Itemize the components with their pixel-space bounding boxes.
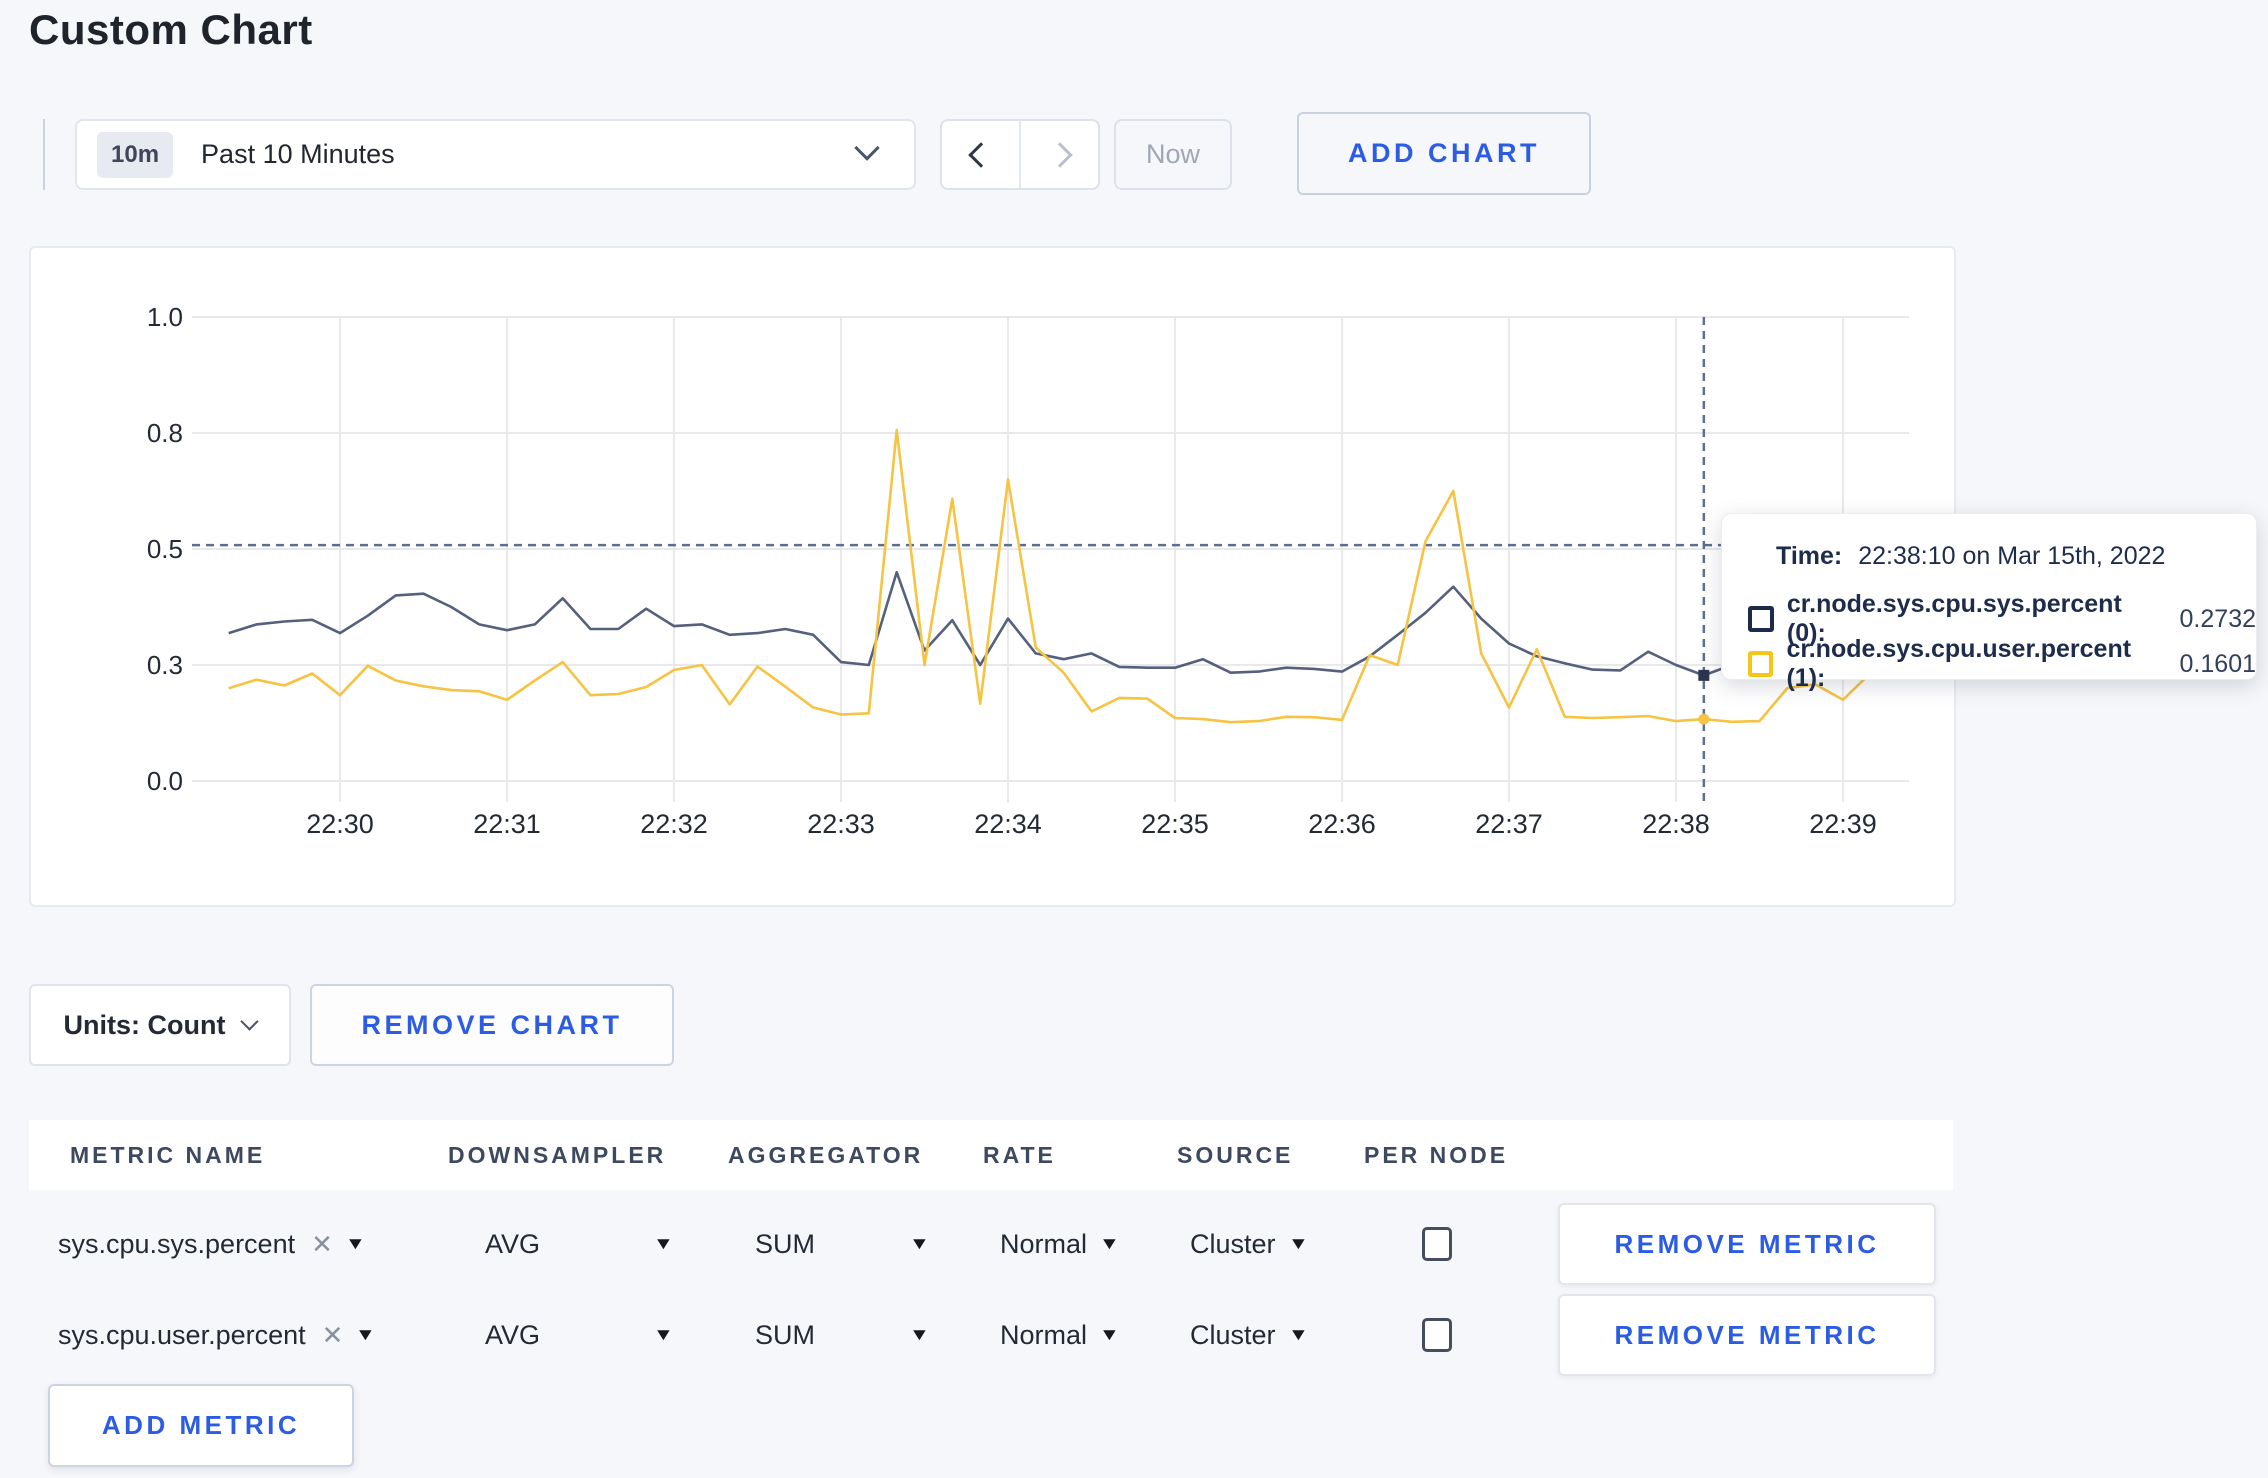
svg-text:22:39: 22:39 bbox=[1809, 809, 1877, 839]
source-value: Cluster bbox=[1190, 1228, 1276, 1259]
aggregator-select[interactable]: SUM ▼ bbox=[755, 1294, 930, 1376]
metric-name-value: sys.cpu.user.percent bbox=[58, 1319, 306, 1350]
rate-select[interactable]: Normal ▼ bbox=[1000, 1294, 1120, 1376]
remove-metric-button[interactable]: REMOVE METRIC bbox=[1558, 1294, 1936, 1376]
add-chart-button[interactable]: ADD CHART bbox=[1297, 112, 1591, 195]
toolbar-left-divider bbox=[43, 119, 45, 190]
dropdown-caret-icon: ▼ bbox=[652, 1234, 674, 1253]
svg-text:22:36: 22:36 bbox=[1308, 809, 1376, 839]
clear-metric-icon[interactable]: ✕ bbox=[321, 1319, 344, 1350]
sys-series-swatch-icon bbox=[1748, 606, 1774, 632]
remove-metric-button[interactable]: REMOVE METRIC bbox=[1558, 1203, 1936, 1285]
units-label: Units: Count bbox=[63, 1009, 226, 1040]
downsampler-value: AVG bbox=[485, 1319, 541, 1350]
time-nav-group bbox=[940, 119, 1100, 190]
rate-value: Normal bbox=[1000, 1319, 1088, 1350]
svg-text:22:37: 22:37 bbox=[1475, 809, 1543, 839]
svg-text:22:38: 22:38 bbox=[1642, 809, 1710, 839]
aggregator-value: SUM bbox=[755, 1319, 815, 1350]
svg-text:22:34: 22:34 bbox=[974, 809, 1042, 839]
chevron-down-icon bbox=[240, 1011, 260, 1031]
dropdown-caret-icon: ▼ bbox=[1287, 1234, 1309, 1253]
time-back-button[interactable] bbox=[942, 121, 1021, 188]
column-header-source: SOURCE bbox=[1177, 1141, 1294, 1168]
metrics-table-header: METRIC NAME DOWNSAMPLER AGGREGATOR RATE … bbox=[29, 1120, 1953, 1190]
source-select[interactable]: Cluster ▼ bbox=[1190, 1294, 1309, 1376]
tooltip-series-value: 0.1601 bbox=[2179, 649, 2256, 678]
dropdown-caret-icon: ▼ bbox=[355, 1325, 377, 1344]
rate-value: Normal bbox=[1000, 1228, 1088, 1259]
column-header-metric-name: METRIC NAME bbox=[70, 1141, 266, 1168]
svg-text:0.8: 0.8 bbox=[147, 418, 183, 448]
metric-name-select[interactable]: sys.cpu.user.percent ✕ ▼ bbox=[58, 1294, 377, 1376]
dropdown-caret-icon: ▼ bbox=[1098, 1234, 1120, 1253]
time-range-label: Past 10 Minutes bbox=[201, 139, 395, 169]
tooltip-series-row: cr.node.sys.cpu.user.percent (1): 0.1601 bbox=[1748, 635, 2256, 693]
tooltip-series-value: 0.2732 bbox=[2179, 604, 2256, 633]
svg-text:0.0: 0.0 bbox=[147, 766, 183, 796]
svg-text:22:33: 22:33 bbox=[807, 809, 875, 839]
tooltip-series-label: cr.node.sys.cpu.user.percent (1): bbox=[1786, 635, 2132, 692]
dropdown-caret-icon: ▼ bbox=[344, 1234, 366, 1253]
user-series-swatch-icon bbox=[1748, 651, 1774, 677]
aggregator-value: SUM bbox=[755, 1228, 815, 1259]
tooltip-series-row: cr.node.sys.cpu.sys.percent (0): 0.2732 bbox=[1748, 590, 2256, 648]
column-header-per-node: PER NODE bbox=[1364, 1141, 1509, 1168]
time-range-badge: 10m bbox=[97, 131, 174, 178]
now-button[interactable]: Now bbox=[1114, 119, 1232, 190]
checkbox-icon bbox=[1422, 1227, 1452, 1261]
tooltip-time-value: 22:38:10 on Mar 15th, 2022 bbox=[1858, 542, 2166, 570]
tooltip-time: Time: 22:38:10 on Mar 15th, 2022 bbox=[1776, 542, 2165, 571]
dropdown-caret-icon: ▼ bbox=[908, 1325, 930, 1344]
chevron-right-icon bbox=[1046, 141, 1073, 168]
svg-text:22:35: 22:35 bbox=[1141, 809, 1209, 839]
svg-text:1.0: 1.0 bbox=[147, 302, 183, 332]
units-dropdown[interactable]: Units: Count bbox=[29, 984, 291, 1066]
page-title: Custom Chart bbox=[29, 6, 313, 53]
metric-row: sys.cpu.user.percent ✕ ▼ AVG ▼ SUM ▼ Nor… bbox=[29, 1294, 1953, 1376]
source-select[interactable]: Cluster ▼ bbox=[1190, 1203, 1309, 1285]
add-metric-button[interactable]: ADD METRIC bbox=[48, 1384, 354, 1467]
rate-select[interactable]: Normal ▼ bbox=[1000, 1203, 1120, 1285]
dropdown-caret-icon: ▼ bbox=[908, 1234, 930, 1253]
dropdown-caret-icon: ▼ bbox=[1287, 1325, 1309, 1344]
dropdown-caret-icon: ▼ bbox=[652, 1325, 674, 1344]
per-node-checkbox[interactable] bbox=[1422, 1203, 1452, 1285]
dropdown-caret-icon: ▼ bbox=[1098, 1325, 1120, 1344]
metric-row: sys.cpu.sys.percent ✕ ▼ AVG ▼ SUM ▼ Norm… bbox=[29, 1203, 1953, 1285]
checkbox-icon bbox=[1422, 1318, 1452, 1352]
remove-chart-button[interactable]: REMOVE CHART bbox=[310, 984, 674, 1066]
column-header-rate: RATE bbox=[983, 1141, 1056, 1168]
clear-metric-icon[interactable]: ✕ bbox=[311, 1228, 333, 1259]
svg-text:0.3: 0.3 bbox=[147, 650, 183, 680]
chart-tooltip: Time: 22:38:10 on Mar 15th, 2022 cr.node.… bbox=[1721, 513, 2257, 692]
chart-card: 0.0 0.3 0.5 0.8 1.0 22:30 22:31 22:32 22:33 22:34… bbox=[29, 246, 1956, 907]
tooltip-time-label: Time: bbox=[1776, 542, 1843, 570]
downsampler-value: AVG bbox=[485, 1228, 541, 1259]
column-header-downsampler: DOWNSAMPLER bbox=[448, 1141, 667, 1168]
tooltip-series-label: cr.node.sys.cpu.sys.percent (0): bbox=[1786, 590, 2122, 647]
time-range-dropdown[interactable]: 10m Past 10 Minutes bbox=[75, 119, 916, 190]
downsampler-select[interactable]: AVG ▼ bbox=[485, 1203, 674, 1285]
svg-text:22:31: 22:31 bbox=[473, 809, 541, 839]
aggregator-select[interactable]: SUM ▼ bbox=[755, 1203, 930, 1285]
chevron-down-icon bbox=[854, 135, 880, 161]
time-forward-button[interactable] bbox=[1021, 121, 1098, 188]
cpu-usage-chart[interactable]: 0.0 0.3 0.5 0.8 1.0 22:30 22:31 22:32 22:33 22:34… bbox=[31, 248, 1958, 909]
metric-name-select[interactable]: sys.cpu.sys.percent ✕ ▼ bbox=[58, 1203, 366, 1285]
chevron-left-icon bbox=[967, 141, 994, 168]
source-value: Cluster bbox=[1190, 1319, 1276, 1350]
svg-text:0.5: 0.5 bbox=[147, 534, 183, 564]
metric-name-value: sys.cpu.sys.percent bbox=[58, 1228, 296, 1259]
svg-text:22:30: 22:30 bbox=[306, 809, 374, 839]
downsampler-select[interactable]: AVG ▼ bbox=[485, 1294, 674, 1376]
per-node-checkbox[interactable] bbox=[1422, 1294, 1452, 1376]
column-header-aggregator: AGGREGATOR bbox=[728, 1141, 924, 1168]
svg-text:22:32: 22:32 bbox=[640, 809, 708, 839]
